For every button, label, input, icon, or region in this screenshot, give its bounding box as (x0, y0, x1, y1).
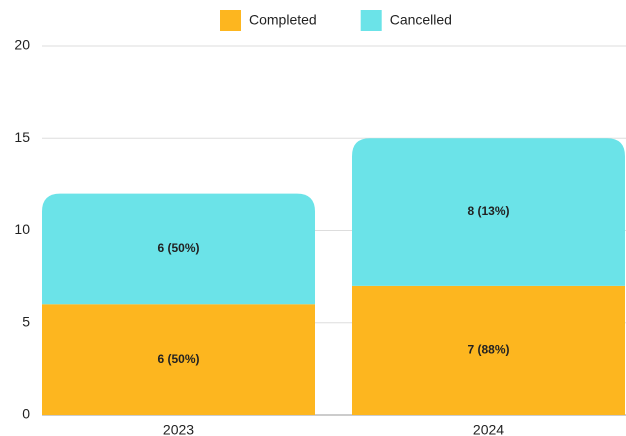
data-label: 8 (13%) (467, 204, 509, 218)
y-tick-label: 5 (22, 313, 30, 329)
bar-segment (352, 285, 625, 415)
legend-label: Completed (249, 12, 317, 28)
y-tick-label: 10 (14, 221, 30, 237)
data-label: 6 (50%) (157, 241, 199, 255)
legend-label: Cancelled (390, 12, 452, 28)
data-label: 6 (50%) (157, 352, 199, 366)
x-tick-label: 2023 (163, 422, 194, 436)
x-tick-label: 2024 (473, 422, 504, 436)
y-tick-label: 0 (22, 406, 30, 422)
y-tick-label: 15 (14, 129, 30, 145)
legend-swatch (360, 10, 382, 31)
bar-segment (42, 304, 315, 415)
y-tick-label: 20 (14, 37, 30, 53)
bar-segment (352, 138, 625, 286)
data-label: 7 (88%) (467, 343, 509, 357)
legend-swatch (220, 10, 241, 31)
bar-segment (42, 193, 315, 305)
